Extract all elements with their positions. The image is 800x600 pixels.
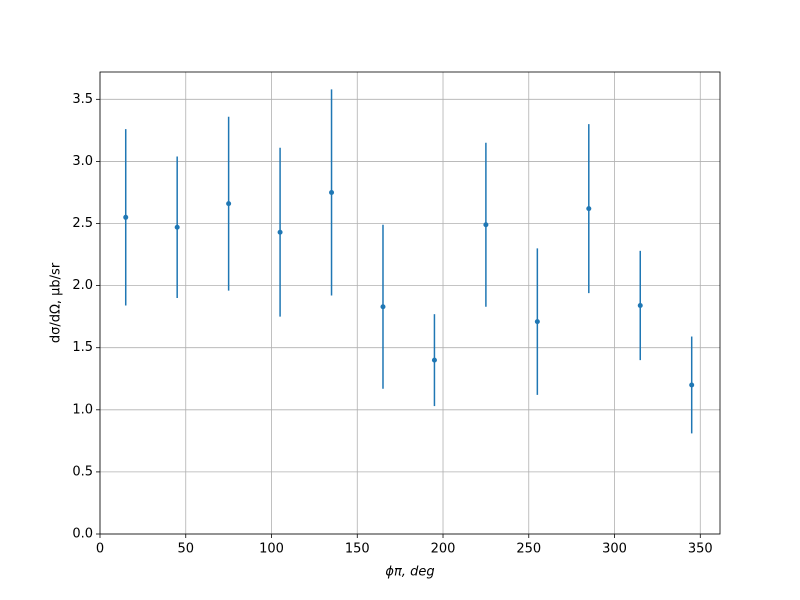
- y-tick-label: 1.0: [72, 402, 93, 417]
- y-tick-label: 2.0: [72, 278, 93, 293]
- x-tick-label: 100: [259, 542, 284, 557]
- data-point: [483, 222, 489, 228]
- data-point: [380, 304, 386, 310]
- x-axis-label: ϕπ, deg: [385, 565, 434, 580]
- x-tick-label: 300: [602, 542, 627, 557]
- y-tick-label: 3.0: [72, 154, 93, 169]
- y-tick-label: 0.0: [72, 527, 93, 542]
- data-point: [174, 224, 180, 230]
- data-point: [226, 201, 232, 207]
- y-tick-label: 3.5: [72, 92, 93, 107]
- x-tick-label: 150: [345, 542, 370, 557]
- y-tick-label: 0.5: [72, 464, 93, 479]
- y-tick-label: 1.5: [72, 340, 93, 355]
- y-tick-label: 2.5: [72, 216, 93, 231]
- x-tick-label: 350: [688, 542, 713, 557]
- x-tick-label: 50: [177, 542, 194, 557]
- data-point: [586, 206, 592, 212]
- data-point: [637, 302, 643, 308]
- data-point: [123, 214, 129, 220]
- data-point: [277, 229, 283, 235]
- x-tick-label: 0: [96, 542, 104, 557]
- data-point: [689, 382, 695, 388]
- plot-frame: [99, 71, 721, 535]
- y-axis-label: dσ/dΩ, μb/sr: [49, 262, 64, 343]
- x-tick-label: 250: [516, 542, 541, 557]
- data-point: [534, 319, 540, 325]
- data-point: [431, 357, 437, 363]
- x-tick-label: 200: [431, 542, 456, 557]
- data-point: [329, 189, 335, 195]
